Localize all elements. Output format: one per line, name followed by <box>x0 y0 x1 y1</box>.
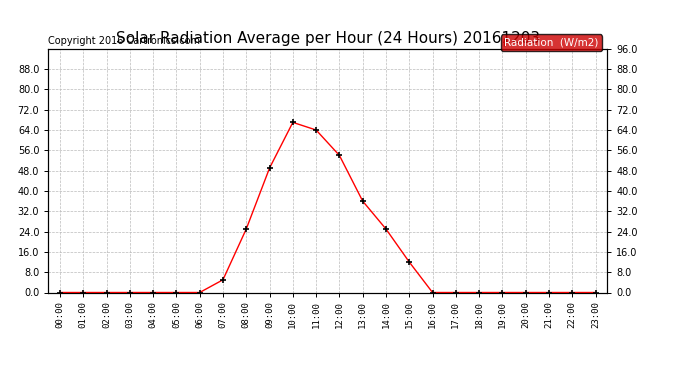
Text: Copyright 2016 Cartronics.com: Copyright 2016 Cartronics.com <box>48 36 200 46</box>
Legend: Radiation  (W/m2): Radiation (W/m2) <box>502 34 602 51</box>
Title: Solar Radiation Average per Hour (24 Hours) 20161203: Solar Radiation Average per Hour (24 Hou… <box>116 31 540 46</box>
